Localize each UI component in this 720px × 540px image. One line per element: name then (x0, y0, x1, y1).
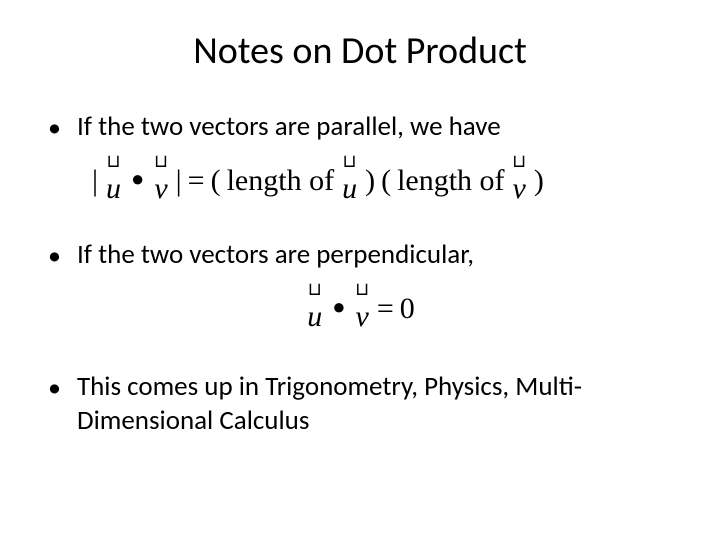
length-of-v-text: length of (397, 164, 504, 198)
arrow-icon: ⊔ (355, 280, 369, 298)
vector-u: ⊔ u (342, 156, 357, 206)
vector-u: ⊔ u (106, 156, 121, 206)
bullet-1-text: If the two vectors are parallel, we have (77, 110, 501, 144)
arrow-icon: ⊔ (154, 152, 168, 170)
bullet-dot-icon: • (48, 238, 61, 272)
vector-u-label: u (342, 172, 357, 205)
right-paren: ) (534, 164, 544, 198)
bullet-2: • If the two vectors are perpendicular, (40, 238, 680, 272)
bullet-dot-icon: • (48, 110, 61, 144)
bullet-dot-icon: • (48, 370, 61, 404)
equation-parallel: | ⊔ u ● ⊔ v | = ( length of ⊔ u ) ( leng… (92, 156, 680, 206)
vector-v-label: v (154, 172, 167, 205)
equals-sign: = (188, 164, 205, 198)
bullet-3-text: This comes up in Trigonometry, Physics, … (77, 370, 680, 438)
vector-u: ⊔ u (307, 284, 322, 334)
vector-u-label: u (307, 300, 322, 333)
arrow-icon: ⊔ (343, 152, 357, 170)
arrow-icon: ⊔ (512, 152, 526, 170)
dot-operator-icon: ● (131, 168, 144, 190)
length-of-u-text: length of (227, 164, 334, 198)
arrow-icon: ⊔ (106, 152, 120, 170)
vector-v: ⊔ v (154, 156, 167, 206)
zero: 0 (400, 292, 415, 326)
left-paren: ( (381, 164, 391, 198)
vector-u-label: u (106, 172, 121, 205)
vector-v-label: v (513, 172, 526, 205)
right-paren: ) (365, 164, 375, 198)
vector-v: ⊔ v (513, 156, 526, 206)
dot-operator-icon: ● (332, 296, 345, 318)
vector-v: ⊔ v (356, 284, 369, 334)
equation-perpendicular: ⊔ u ● ⊔ v = 0 (40, 284, 680, 334)
bullet-1: • If the two vectors are parallel, we ha… (40, 110, 680, 144)
bullet-2-text: If the two vectors are perpendicular, (77, 238, 474, 272)
left-paren: ( (211, 164, 221, 198)
slide-container: Notes on Dot Product • If the two vector… (0, 0, 720, 540)
bullet-3: • This comes up in Trigonometry, Physics… (40, 370, 680, 438)
abs-bar: | (92, 164, 98, 198)
abs-bar: | (176, 164, 182, 198)
slide-title: Notes on Dot Product (40, 28, 680, 74)
vector-v-label: v (356, 300, 369, 333)
equals-sign: = (377, 292, 394, 326)
arrow-icon: ⊔ (308, 280, 322, 298)
